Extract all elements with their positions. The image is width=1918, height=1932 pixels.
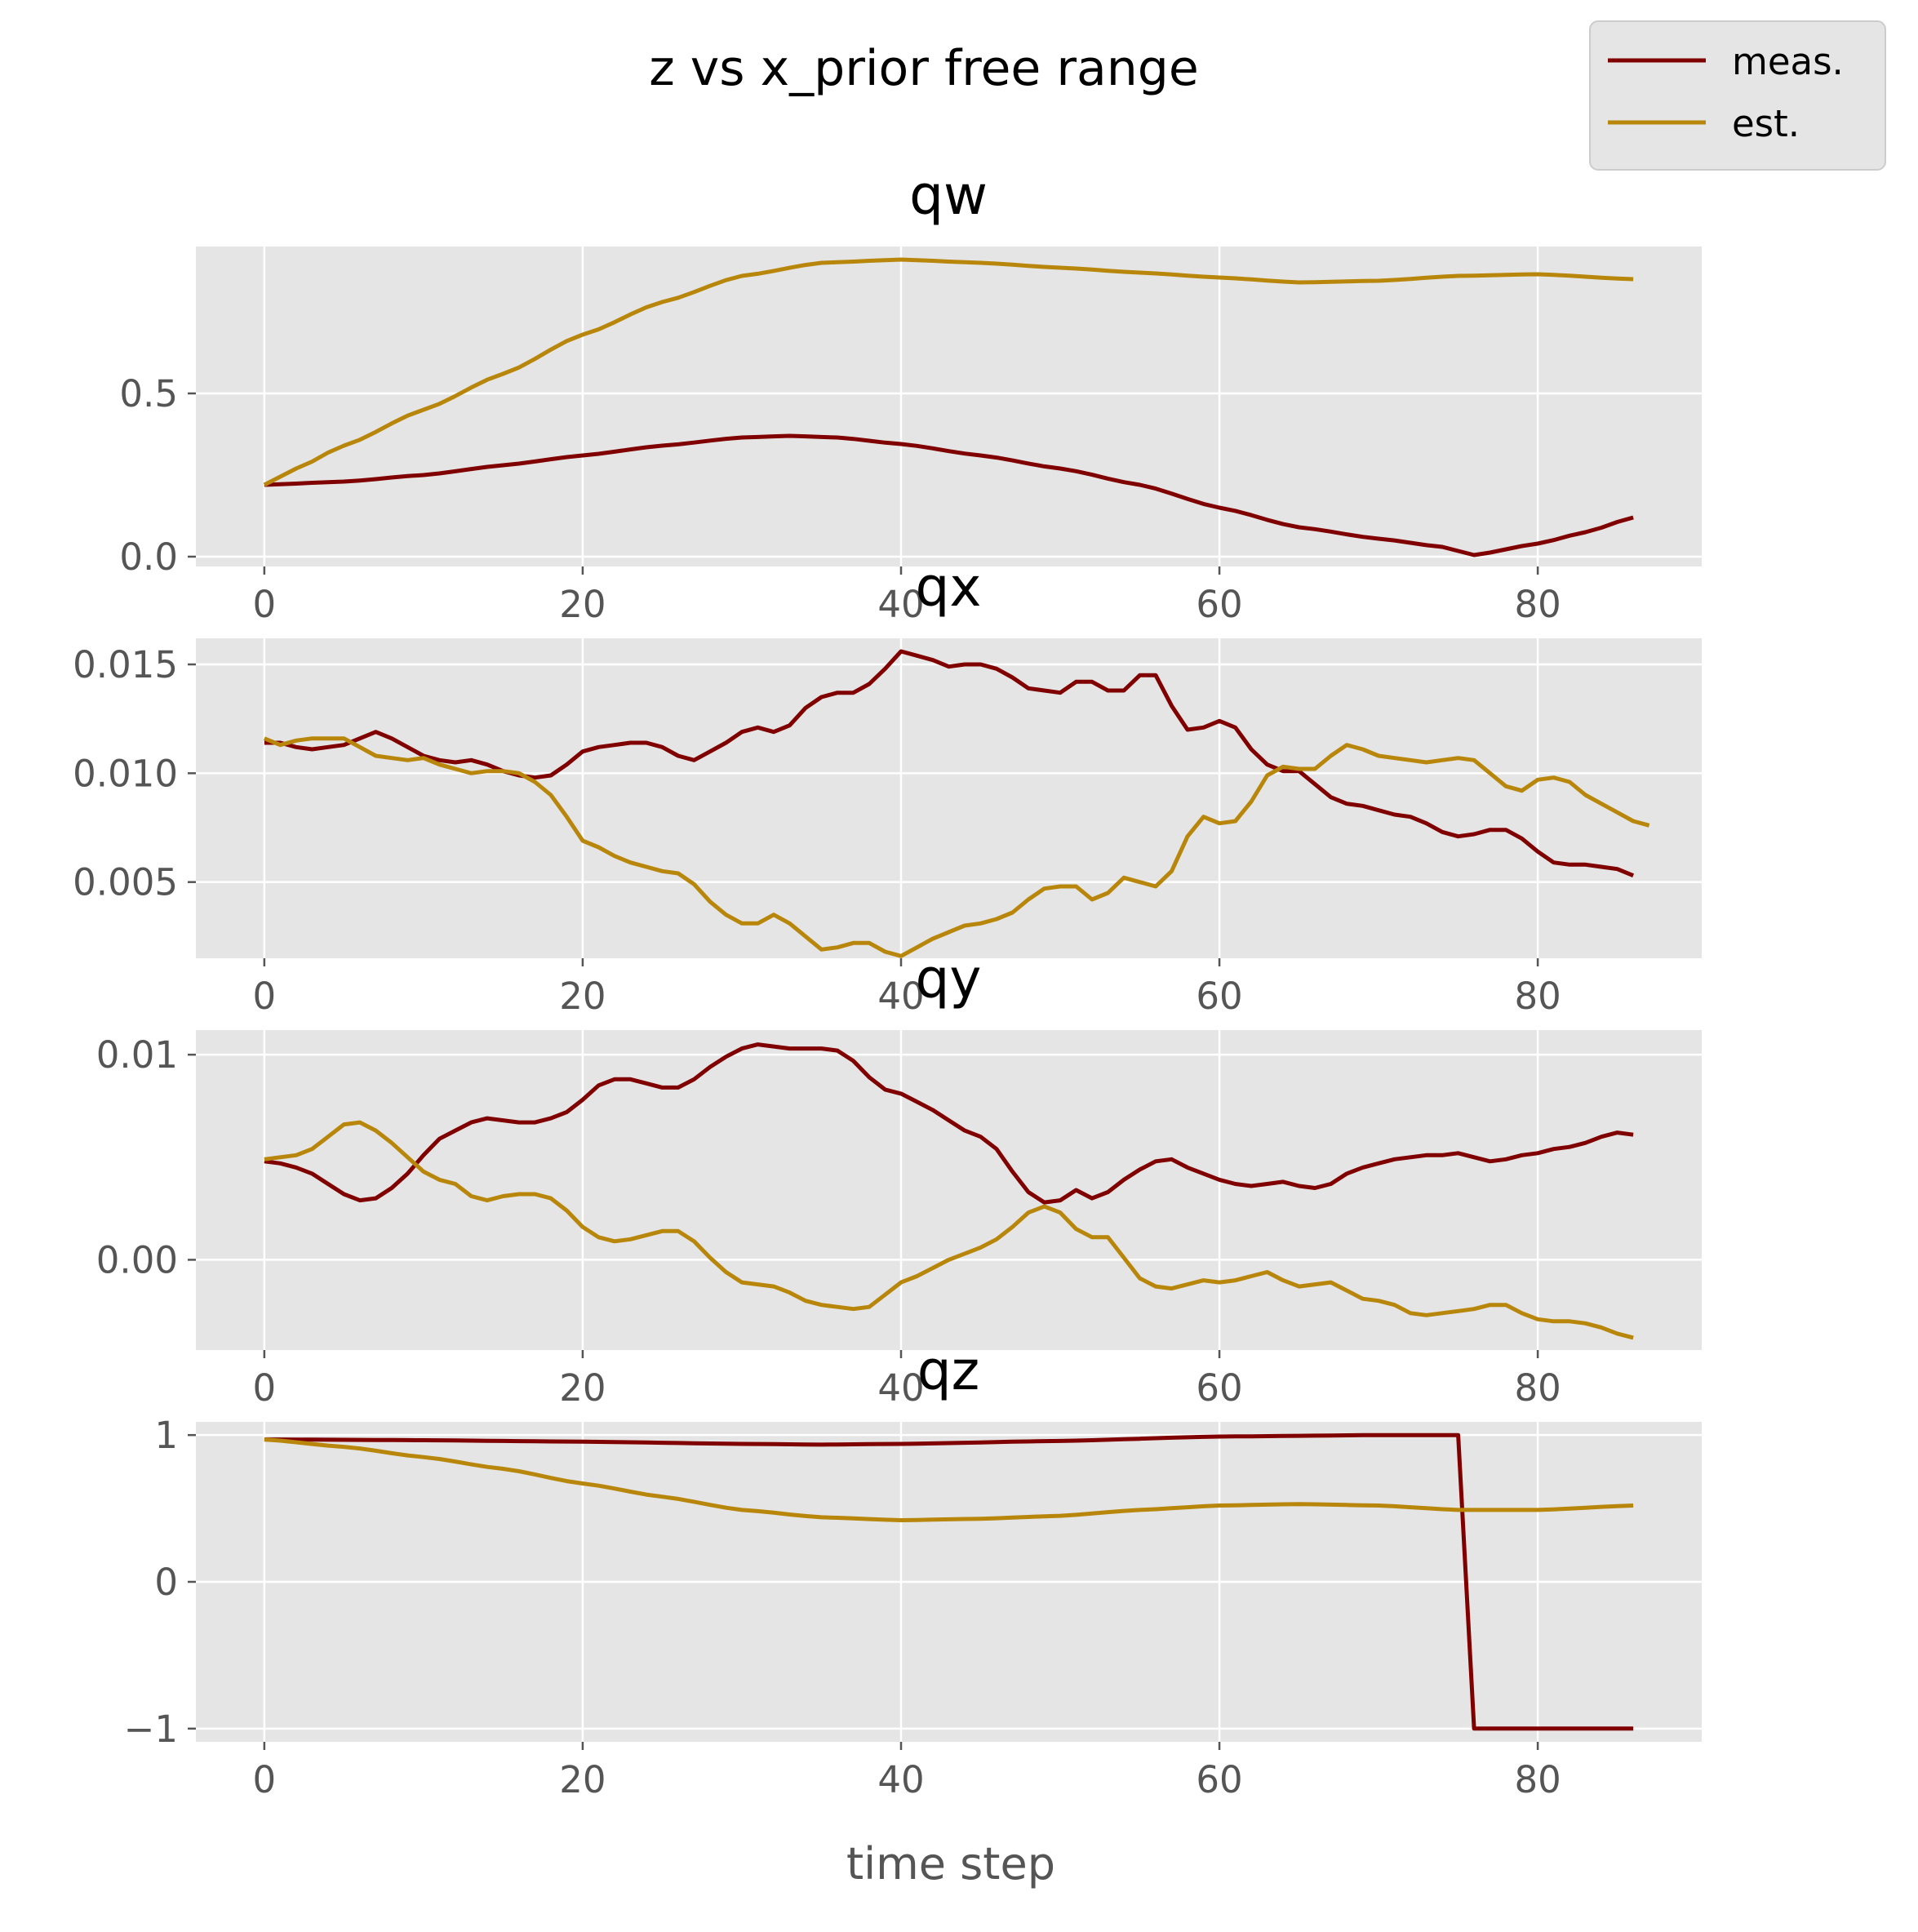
x-tick-label: 60 (1196, 1758, 1242, 1801)
series-line-est (263, 257, 1634, 487)
series-line-est (264, 1437, 1634, 1522)
subplot-title: qx (916, 556, 982, 619)
y-tick-label: 0.01 (96, 1033, 178, 1077)
x-tick-label: 40 (877, 1758, 924, 1801)
y-tick-label: −1 (124, 1708, 178, 1751)
x-tick-label: 80 (1514, 1758, 1561, 1801)
y-tick-label: 0.005 (73, 861, 178, 904)
series-line-meas (264, 1432, 1634, 1731)
subplot-title: qy (916, 948, 982, 1010)
legend-label-est: est. (1732, 102, 1800, 145)
series-line-meas (264, 433, 1634, 557)
y-tick-label: 0.5 (119, 372, 178, 415)
x-tick-label: 40 (877, 1366, 924, 1410)
legend: meas. est. (1589, 20, 1886, 171)
x-tick-label: 0 (253, 1366, 277, 1410)
x-tick-label: 20 (559, 583, 606, 626)
x-tick-label: 80 (1514, 975, 1561, 1018)
y-tick-label: 0.0 (119, 535, 178, 579)
subplot-qy: 0 20 40 60 80 0.00 0.01 qy (96, 948, 1702, 1410)
x-tick-label: 0 (253, 975, 277, 1018)
y-tick-label: 0.015 (73, 643, 178, 686)
x-tick-label: 60 (1196, 1366, 1242, 1410)
subplot-qx: 0 20 40 60 80 0.005 0.010 0.015 qx (73, 556, 1702, 1018)
y-tick-label: 1 (154, 1414, 178, 1457)
series-line-meas (264, 1042, 1634, 1205)
x-tick-label: 40 (877, 975, 924, 1018)
x-tick-label: 0 (253, 583, 277, 626)
x-tick-label: 20 (559, 975, 606, 1018)
subplot-qw: 0 20 40 60 80 0.0 0.5 qw (119, 164, 1702, 626)
x-axis-label: time step (846, 1838, 1055, 1890)
subplot-title: qz (917, 1339, 980, 1402)
y-tick-label: 0 (154, 1561, 178, 1604)
legend-label-meas: meas. (1732, 40, 1844, 83)
x-tick-label: 80 (1514, 1366, 1561, 1410)
x-tick-label: 60 (1196, 975, 1242, 1018)
plot-area (196, 246, 1702, 566)
series-line-est (263, 736, 1650, 958)
x-tick-label: 20 (559, 1366, 606, 1410)
figure-title: z vs x_prior free range (649, 40, 1199, 97)
x-tick-label: 20 (559, 1758, 606, 1801)
x-tick-label: 40 (877, 583, 924, 626)
plot-area (196, 1030, 1702, 1350)
x-tick-label: 80 (1514, 583, 1561, 626)
subplot-title: qw (909, 164, 988, 227)
x-tick-label: 60 (1196, 583, 1242, 626)
y-tick-label: 0.010 (73, 752, 178, 795)
y-tick-label: 0.00 (96, 1238, 178, 1281)
plot-area (196, 638, 1702, 958)
x-tick-label: 0 (253, 1758, 277, 1801)
subplot-qz: 0 20 40 60 80 −1 0 1 qz (124, 1339, 1702, 1801)
series-line-est (264, 1120, 1634, 1340)
series-line-meas (264, 649, 1635, 878)
